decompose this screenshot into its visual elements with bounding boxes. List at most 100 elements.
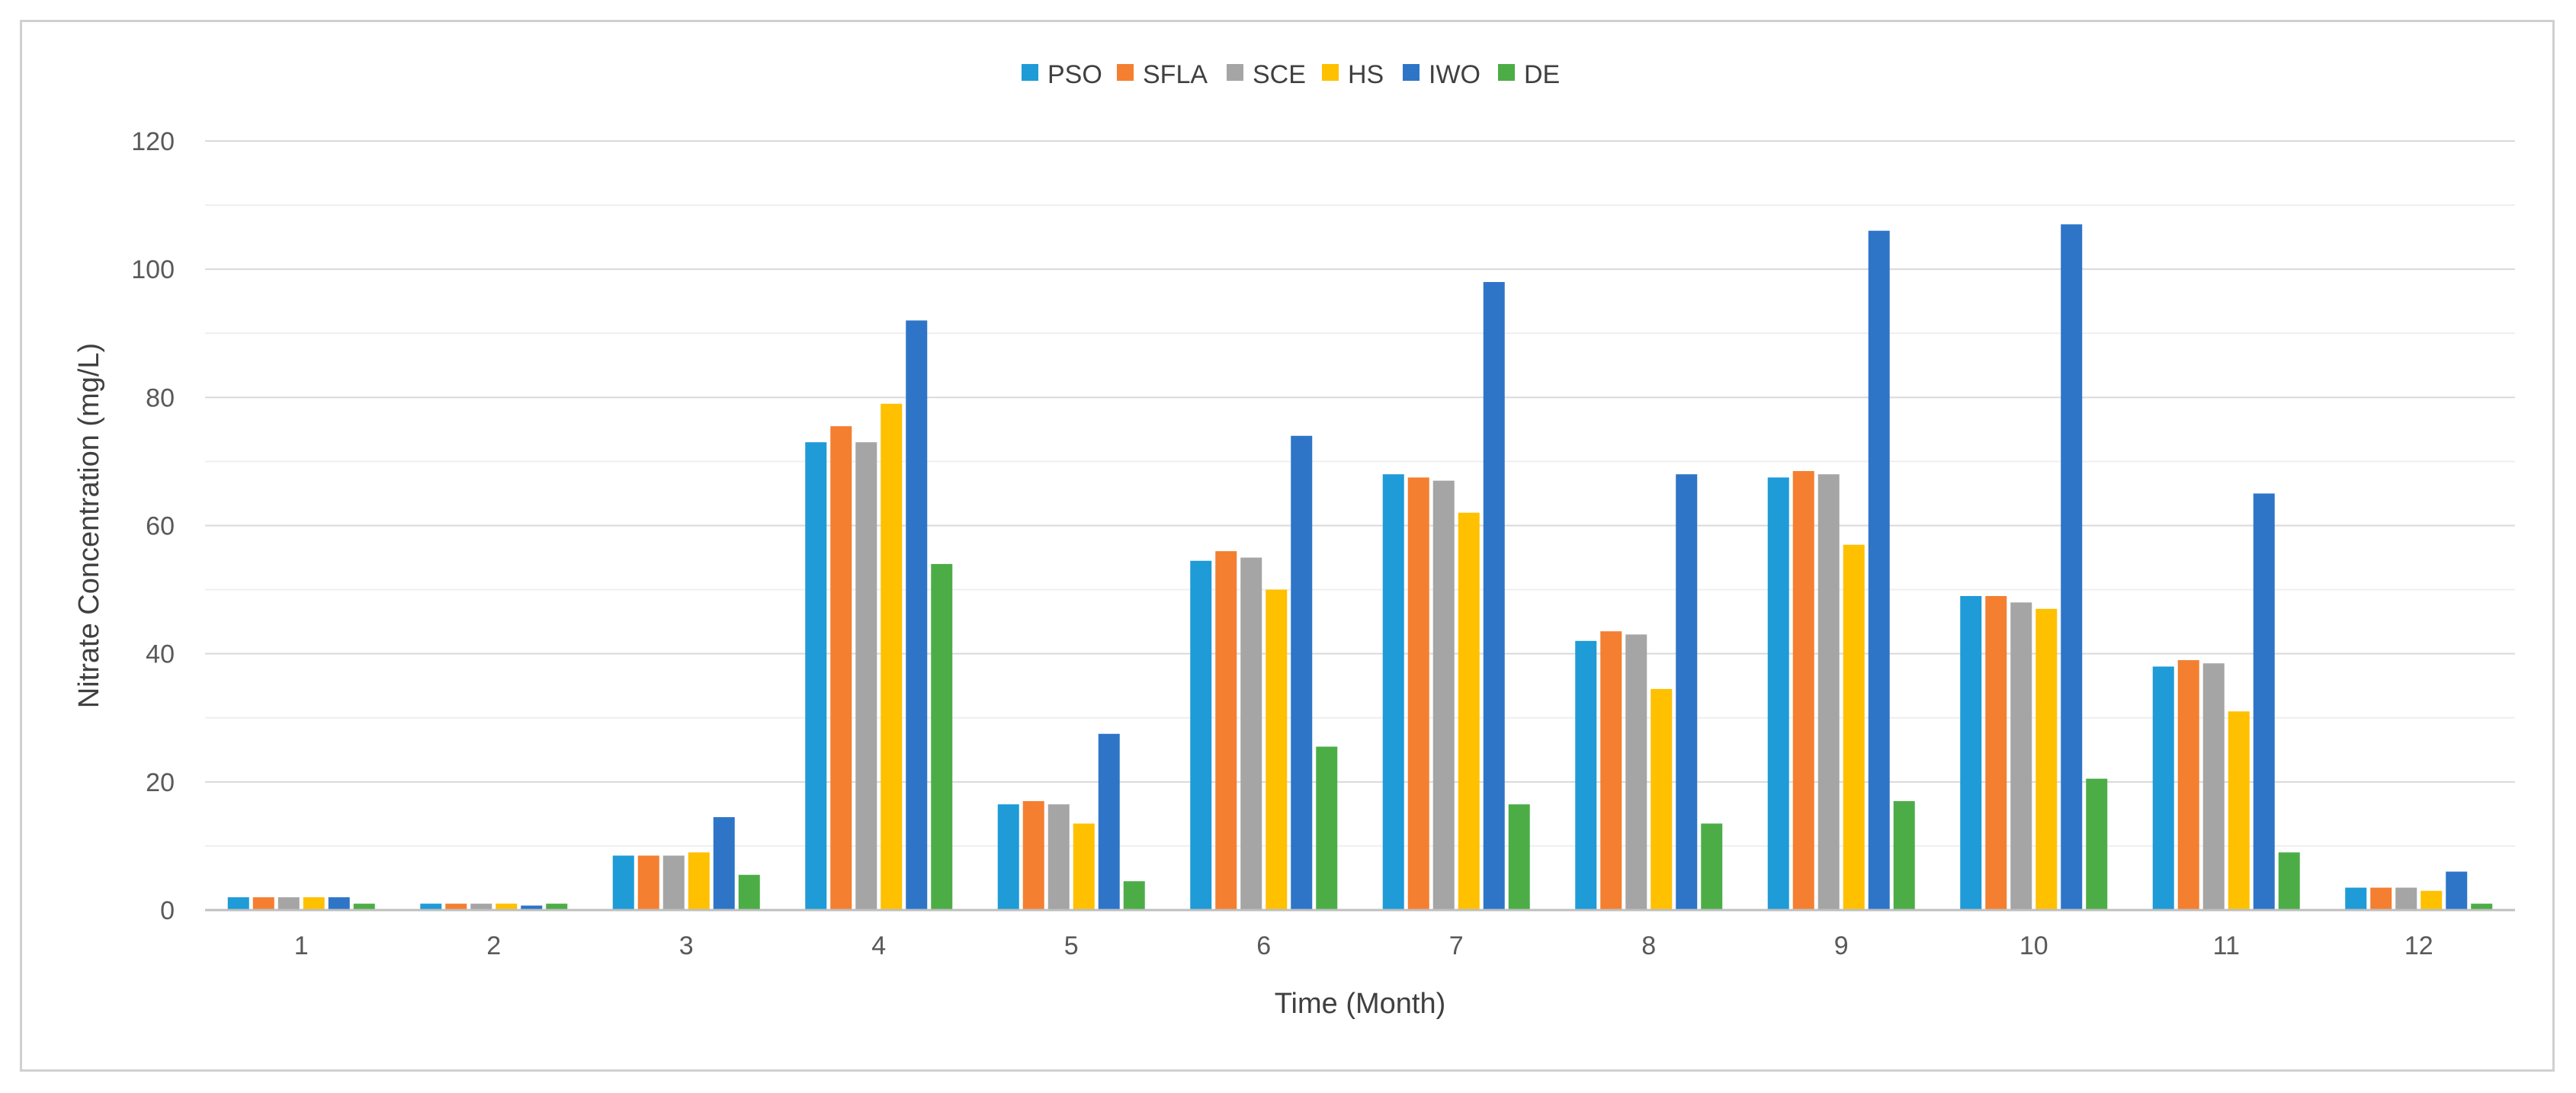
bar-iwo-month-11: [2253, 493, 2275, 910]
bar-sfla-month-2: [445, 903, 467, 910]
x-tick-label: 3: [679, 931, 694, 960]
bar-pso-month-2: [420, 903, 442, 910]
bar-iwo-month-1: [328, 897, 350, 910]
bar-sce-month-7: [1432, 480, 1455, 910]
legend-swatch-sce: [1227, 64, 1243, 81]
bar-iwo-month-10: [2061, 224, 2083, 910]
x-tick-label: 9: [1834, 931, 1849, 960]
bar-pso-month-1: [227, 897, 249, 910]
y-tick-label: 100: [131, 255, 175, 284]
bar-de-month-1: [353, 903, 375, 910]
y-tick-label: 0: [160, 896, 175, 925]
bar-sfla-month-3: [637, 855, 659, 910]
bar-hs-month-4: [881, 403, 903, 910]
x-tick-label: 4: [871, 931, 886, 960]
bar-iwo-month-3: [713, 817, 735, 910]
y-axis-title: Nitrate Concentration (mg/L): [73, 343, 105, 708]
bar-hs-month-10: [2035, 608, 2058, 910]
legend-label-hs: HS: [1348, 60, 1384, 89]
bar-sce-month-12: [2395, 887, 2417, 910]
y-tick-label: 20: [146, 768, 175, 797]
bar-sfla-month-6: [1215, 551, 1237, 910]
bar-hs-month-6: [1266, 589, 1288, 910]
y-tick-label: 60: [146, 512, 175, 541]
bar-sfla-month-8: [1600, 631, 1622, 910]
x-tick-label: 6: [1256, 931, 1271, 960]
legend-label-iwo: IWO: [1429, 60, 1480, 89]
bar-pso-month-10: [1960, 595, 1982, 910]
bar-de-month-10: [2086, 778, 2108, 910]
bar-sfla-month-11: [2177, 660, 2199, 910]
x-tick-label: 7: [1449, 931, 1464, 960]
bar-sce-month-4: [855, 442, 877, 910]
bar-de-month-3: [738, 874, 760, 910]
bar-sce-month-2: [470, 903, 492, 910]
bar-hs-month-5: [1073, 823, 1095, 910]
legend-swatch-iwo: [1403, 64, 1420, 81]
chart-frame: 0 20 40 60 80 100 120 1 2 3 4 5 6 7 8 9 10 11 12 Nitrate …: [20, 20, 2555, 1072]
bar-sfla-month-1: [252, 897, 274, 910]
bar-iwo-month-2: [521, 905, 543, 910]
bar-sce-month-1: [277, 897, 300, 910]
legend-swatch-hs: [1322, 64, 1339, 81]
bar-sfla-month-10: [1985, 595, 2007, 910]
gridlines: [205, 140, 2515, 847]
bar-sce-month-8: [1625, 634, 1647, 910]
bar-pso-month-5: [997, 804, 1019, 910]
bar-de-month-8: [1701, 823, 1723, 910]
bar-iwo-month-4: [906, 320, 928, 910]
legend-swatch-de: [1498, 64, 1515, 81]
x-tick-label: 1: [294, 931, 309, 960]
bar-pso-month-9: [1767, 477, 1789, 910]
bar-de-month-5: [1123, 881, 1145, 910]
legend-label-de: DE: [1524, 60, 1560, 89]
y-tick-labels: 0 20 40 60 80 100 120: [131, 127, 175, 925]
x-axis-title: Time (Month): [1275, 988, 1446, 1020]
x-tick-label: 8: [1641, 931, 1656, 960]
bar-pso-month-6: [1190, 560, 1212, 910]
bar-de-month-9: [1893, 801, 1915, 910]
bar-de-month-4: [931, 563, 953, 910]
bar-iwo-month-12: [2446, 871, 2468, 910]
bar-sfla-month-12: [2370, 887, 2392, 910]
x-tick-labels: 1 2 3 4 5 6 7 8 9 10 11 12: [294, 931, 2433, 960]
legend-label-sfla: SFLA: [1143, 60, 1208, 89]
legend-swatch-sfla: [1117, 64, 1134, 81]
bar-iwo-month-5: [1098, 733, 1120, 910]
bar-pso-month-11: [2152, 666, 2174, 910]
x-tick-label: 5: [1064, 931, 1079, 960]
y-tick-label: 80: [146, 383, 175, 412]
bar-hs-month-12: [2420, 890, 2443, 910]
bar-sce-month-3: [662, 855, 685, 910]
bar-hs-month-9: [1843, 544, 1865, 910]
bar-de-month-11: [2278, 852, 2300, 910]
bar-sce-month-5: [1047, 804, 1070, 910]
legend-label-pso: PSO: [1047, 60, 1102, 89]
legend-label-sce: SCE: [1253, 60, 1306, 89]
bar-pso-month-12: [2345, 887, 2367, 910]
y-tick-label: 40: [146, 640, 175, 669]
bar-pso-month-4: [805, 442, 827, 910]
bar-hs-month-11: [2228, 711, 2250, 910]
bar-hs-month-1: [303, 897, 325, 910]
x-tick-label: 11: [2213, 931, 2240, 960]
bar-de-month-6: [1316, 746, 1338, 910]
bar-pso-month-7: [1382, 474, 1404, 910]
bar-pso-month-3: [612, 855, 634, 910]
x-tick-label: 12: [2404, 931, 2433, 960]
x-tick-label: 2: [486, 931, 501, 960]
bar-sfla-month-7: [1407, 477, 1429, 910]
bar-hs-month-7: [1458, 512, 1480, 910]
bar-pso-month-8: [1575, 640, 1597, 910]
bar-hs-month-3: [688, 852, 710, 910]
bars: [227, 224, 2493, 910]
bar-iwo-month-6: [1291, 435, 1313, 910]
y-tick-label: 120: [131, 127, 175, 156]
legend: PSO SFLA SCE HS IWO DE: [1022, 60, 1560, 89]
bar-sce-month-9: [1817, 474, 1840, 910]
bar-hs-month-8: [1651, 688, 1673, 910]
bar-sce-month-10: [2010, 602, 2032, 910]
bar-sfla-month-5: [1022, 801, 1044, 910]
bar-hs-month-2: [496, 903, 518, 910]
